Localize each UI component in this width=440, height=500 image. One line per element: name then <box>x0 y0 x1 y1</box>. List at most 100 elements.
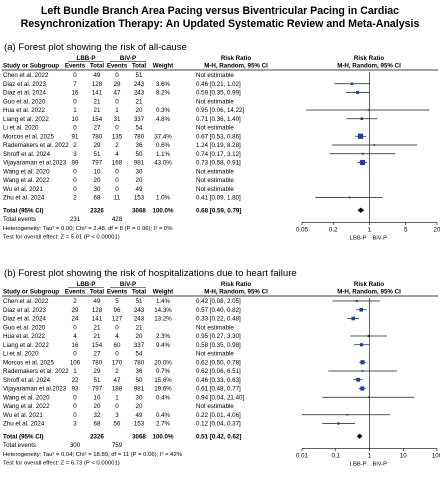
total-lbbp-value: 154 <box>92 342 103 349</box>
study-point-estimate <box>359 159 366 166</box>
risk-ratio-ci-value: 0.71 [0.36, 1.40] <box>196 116 241 123</box>
total-bivp-value: 49 <box>136 186 143 193</box>
weight-value: 0.7% <box>156 368 171 375</box>
study-point-estimate <box>356 377 361 382</box>
total-events-label: Total events <box>3 442 36 449</box>
x-axis-tick-label: 0.1 <box>331 452 340 459</box>
study-label: Diaz et al. 2023 <box>3 307 47 314</box>
forest-plot-a: LBB-P BiV-P Risk Ratio Risk Ratio Study or S… <box>2 55 440 241</box>
total-events-label: Total events <box>3 216 36 223</box>
overall-effect-text: Test for overall effect: Z = 6.73 (P < 0… <box>3 461 120 467</box>
study-label: Vijayaraman et al.2023 <box>3 386 67 393</box>
risk-ratio-ci-value: 0.42 [0.08, 2.05] <box>196 298 241 305</box>
events-bivp-value: 2 <box>115 142 119 149</box>
study-point-estimate <box>355 300 358 302</box>
risk-ratio-ci-value: 0.61 [0.48, 0.77] <box>196 386 241 393</box>
total-lbbp-value: 141 <box>92 90 103 97</box>
weight-value: 19.6% <box>154 386 172 393</box>
events-bivp-value: 96 <box>114 307 121 314</box>
total-events-bivp: 428 <box>112 216 123 223</box>
total-lbbp-value: 21 <box>94 98 101 105</box>
total-lbbp-value: 128 <box>92 307 103 314</box>
total-bivp-sum: 3068 <box>132 433 146 440</box>
events-lbbp-value: 1 <box>73 368 77 375</box>
risk-ratio-ci-value: 0.62 [0.06, 6.51] <box>196 368 241 375</box>
total-bivp-value: 54 <box>136 125 143 132</box>
events-bivp-value: 188 <box>112 386 123 393</box>
events-bivp-value: 0 <box>115 177 119 184</box>
events-bivp-value: 31 <box>114 116 121 123</box>
study-label: Wang et al. 2022 <box>3 403 50 410</box>
weight-value: 3.6% <box>156 81 171 88</box>
total-lbbp-value: 780 <box>92 133 103 140</box>
events-lbbp-value: 22 <box>72 377 79 384</box>
total-events-lbbp: 231 <box>70 216 81 223</box>
risk-ratio-ci-value: 0.46 [0.21, 1.02] <box>196 81 241 88</box>
study-label: Morcos et al. 2025 <box>3 359 54 366</box>
total-lbbp-value: 51 <box>94 377 101 384</box>
total-events-lbbp: 300 <box>70 442 81 449</box>
total-bivp-value: 30 <box>136 394 143 401</box>
total-bivp-value: 50 <box>136 377 143 384</box>
panel-b-title: (b) Forest plot showing the risk of hosp… <box>4 268 297 279</box>
total-bivp-value: 337 <box>134 116 145 123</box>
study-label: Wang et al. 2020 <box>3 394 50 401</box>
total-risk-ratio-ci: 0.68 [0.59, 0.79] <box>196 207 241 214</box>
total-lbbp-value: 27 <box>94 125 101 132</box>
study-point-estimate <box>346 413 349 416</box>
risk-ratio-ci-value: 0.57 [0.40, 0.82] <box>196 307 241 314</box>
total-bivp-value: 981 <box>134 386 145 393</box>
weight-value: 9.4% <box>156 342 171 349</box>
group2-header: BiV-P <box>120 281 136 288</box>
total-bivp-value: 50 <box>136 151 143 158</box>
plot-risk-ratio-subheader: M-H, Random, 95% CI <box>337 63 401 70</box>
group2-header: BiV-P <box>120 55 136 62</box>
events-lbbp-value: 3 <box>73 151 77 158</box>
risk-ratio-ci-value: Not estimable <box>196 168 234 175</box>
weight-column-header: Weight <box>153 63 174 70</box>
total-bivp-value: 20 <box>136 177 143 184</box>
study-point-estimate <box>359 307 364 312</box>
total-events-bivp: 759 <box>112 442 123 449</box>
events-bivp-value: 1 <box>115 107 119 114</box>
risk-ratio-subheader: M-H, Random, 95% CI <box>204 289 268 296</box>
total-bivp-value: 243 <box>134 81 145 88</box>
study-point-estimate <box>357 133 364 139</box>
study-label: Hua et al. 2022 <box>3 333 46 340</box>
x-axis-tick-label: 0.05 <box>296 226 309 233</box>
study-point-estimate <box>367 334 370 338</box>
x-axis-tick-label: 5 <box>404 226 408 233</box>
events-bivp-value: 127 <box>112 316 123 323</box>
weight-value: 8.2% <box>156 90 171 97</box>
favours-lbbp-label: LBB-P <box>350 461 367 467</box>
events-bivp-value: 4 <box>115 151 119 158</box>
study-column-header: Study or Subgroup <box>3 289 59 296</box>
total-bivp-value: 780 <box>134 133 145 140</box>
overall-effect-text: Test for overall effect: Z = 5.01 (P < 0… <box>3 235 120 241</box>
study-label: Li et al. 2020 <box>3 351 39 358</box>
total-label: Total (95% CI) <box>3 433 43 440</box>
study-label: Diaz et al. 2024 <box>3 90 47 97</box>
events-bivp-value: 0 <box>115 98 119 105</box>
total-lbbp-sum: 2326 <box>90 433 104 440</box>
x-axis-tick-label: 1 <box>368 226 372 233</box>
study-point-estimate <box>367 396 370 399</box>
total-lbbp-value: 797 <box>92 386 103 393</box>
weight-column-header: Weight <box>153 289 174 296</box>
events-bivp-value: 1 <box>115 394 119 401</box>
study-label: Hua et al. 2022 <box>3 107 46 114</box>
weight-value: 0.3% <box>156 107 171 114</box>
total-bivp-value: 51 <box>136 298 143 305</box>
risk-ratio-ci-value: 0.12 [0.04, 0.37] <box>196 421 241 428</box>
risk-ratio-ci-value: 0.73 [0.58, 0.91] <box>196 160 241 167</box>
risk-ratio-ci-value: 0.41 [0.09, 1.80] <box>196 195 241 202</box>
risk-ratio-subheader: M-H, Random, 95% CI <box>204 63 268 70</box>
events-lbbp-value: 0 <box>73 394 77 401</box>
total-weight: 100.0% <box>153 207 174 214</box>
total-bivp-value: 20 <box>136 333 143 340</box>
study-point-estimate <box>360 360 365 365</box>
events-lbbp-value: 2 <box>73 195 77 202</box>
total-lbbp-value: 68 <box>94 195 101 202</box>
study-point-estimate <box>351 316 356 321</box>
total-lbbp-value: 128 <box>92 81 103 88</box>
